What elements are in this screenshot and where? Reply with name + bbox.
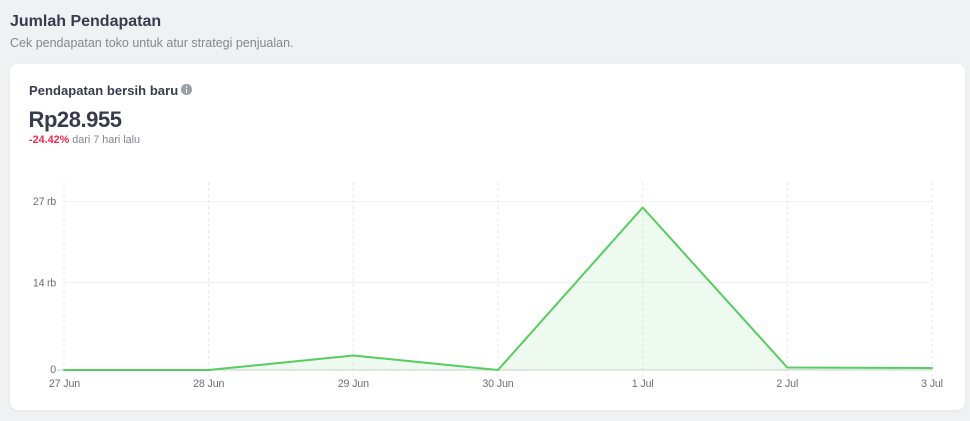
svg-text:27 Jun: 27 Jun <box>49 378 80 390</box>
svg-text:3 Jul: 3 Jul <box>921 378 943 390</box>
svg-text:0: 0 <box>50 364 56 376</box>
svg-text:1 Jul: 1 Jul <box>632 378 654 390</box>
svg-text:30 Jun: 30 Jun <box>482 378 513 390</box>
svg-text:2 Jul: 2 Jul <box>776 378 798 390</box>
svg-text:14 rb: 14 rb <box>33 278 56 290</box>
svg-text:28 Jun: 28 Jun <box>193 378 224 390</box>
svg-text:29 Jun: 29 Jun <box>338 378 369 390</box>
svg-text:27 rb: 27 rb <box>33 196 56 208</box>
